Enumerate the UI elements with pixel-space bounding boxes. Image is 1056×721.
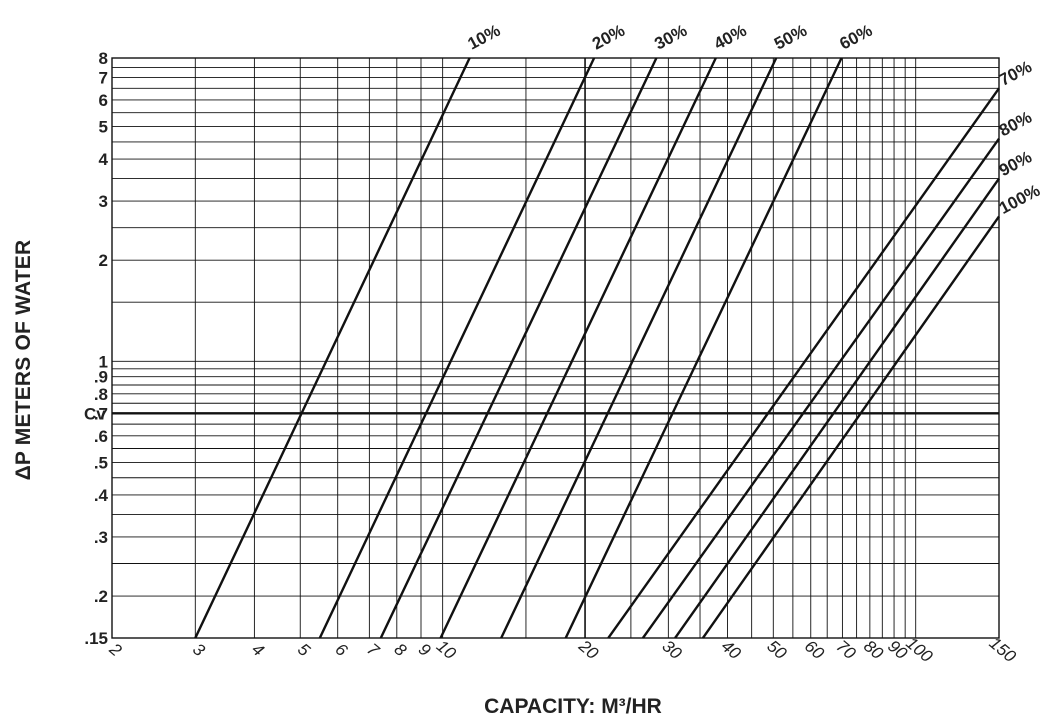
y-tick-label: .15 bbox=[84, 629, 108, 648]
series-label: 20% bbox=[589, 21, 628, 54]
x-tick-label: 30 bbox=[659, 636, 686, 663]
y-tick-label: 4 bbox=[99, 150, 109, 169]
y-tick-label: 2 bbox=[99, 251, 108, 270]
grid bbox=[111, 57, 1000, 639]
x-tick-label: 60 bbox=[801, 636, 828, 663]
y-tick-label: 3 bbox=[99, 192, 108, 211]
series-line-100pct bbox=[701, 215, 1000, 639]
x-tick-label: 10 bbox=[433, 636, 460, 663]
series-label: 30% bbox=[651, 21, 690, 54]
y-tick-label: 8 bbox=[99, 49, 108, 68]
x-tick-label: 7 bbox=[363, 639, 383, 660]
series-line-30pct bbox=[379, 57, 658, 639]
x-tick-label: 80 bbox=[860, 636, 887, 663]
series-labels: 10% 20% 30% 40% 50% 60% 70% 80% 90%100% bbox=[465, 21, 1044, 218]
x-tick-label: 8 bbox=[391, 639, 411, 660]
series-label: 10% bbox=[465, 21, 504, 54]
y-tick-label: .9 bbox=[94, 368, 108, 387]
y-tick-label: 7 bbox=[99, 68, 108, 87]
x-tick-label: 4 bbox=[248, 639, 267, 660]
x-tick-label: 6 bbox=[332, 639, 352, 660]
series-lines bbox=[194, 57, 1000, 639]
series-line-50pct bbox=[500, 57, 778, 639]
x-tick-label: 20 bbox=[574, 636, 602, 664]
series-line-70pct bbox=[607, 87, 1000, 639]
series-label: 90% bbox=[996, 147, 1035, 180]
x-tick-label: 9 bbox=[415, 639, 435, 660]
y-tick-label: .2 bbox=[94, 587, 108, 606]
y-tick-label: 1 bbox=[99, 352, 108, 371]
series-line-10pct bbox=[194, 57, 471, 639]
series-label: 40% bbox=[711, 21, 750, 54]
y-tick-label: .7 bbox=[94, 404, 108, 423]
y-tick-label: .6 bbox=[94, 427, 108, 446]
y-axis-title: ΔP METERS OF WATER bbox=[12, 239, 35, 481]
series-line-90pct bbox=[674, 177, 1000, 639]
x-tick-label: 70 bbox=[833, 636, 860, 663]
series-line-60pct bbox=[564, 57, 843, 639]
x-tick-label: 2 bbox=[105, 639, 126, 661]
y-tick-label: .4 bbox=[94, 486, 109, 505]
y-tick-labels: .15 .2 .3 .4 .5 .6 .7.8.91 2 3 4 5 6 78 bbox=[84, 49, 108, 648]
x-axis-title-wrap: CAPACITY: M³/HR bbox=[0, 695, 1056, 719]
plot-frame bbox=[111, 57, 1000, 639]
cv-label: Cv bbox=[84, 404, 106, 423]
x-tick-label: 3 bbox=[189, 639, 209, 660]
x-tick-label: 50 bbox=[763, 636, 790, 663]
series-label: 80% bbox=[996, 107, 1035, 140]
series-line-80pct bbox=[641, 138, 1000, 639]
series-label: 60% bbox=[836, 21, 875, 54]
series-line-40pct bbox=[439, 57, 717, 639]
cv-reference-line: Cv bbox=[84, 404, 999, 423]
y-tick-label: .3 bbox=[94, 528, 108, 547]
series-label: 50% bbox=[771, 21, 810, 54]
series-line-20pct bbox=[318, 57, 596, 639]
x-axis-title: CAPACITY: M³/HR bbox=[484, 695, 662, 718]
series-label: 70% bbox=[996, 57, 1035, 90]
y-tick-label: 5 bbox=[99, 118, 108, 137]
x-tick-label: 5 bbox=[294, 639, 314, 660]
x-tick-label: 40 bbox=[718, 636, 745, 663]
y-tick-label: .8 bbox=[94, 385, 108, 404]
y-tick-label: .5 bbox=[94, 453, 108, 472]
plot-border bbox=[111, 57, 1000, 639]
y-tick-label: 6 bbox=[99, 91, 108, 110]
series-label: 100% bbox=[996, 181, 1043, 218]
